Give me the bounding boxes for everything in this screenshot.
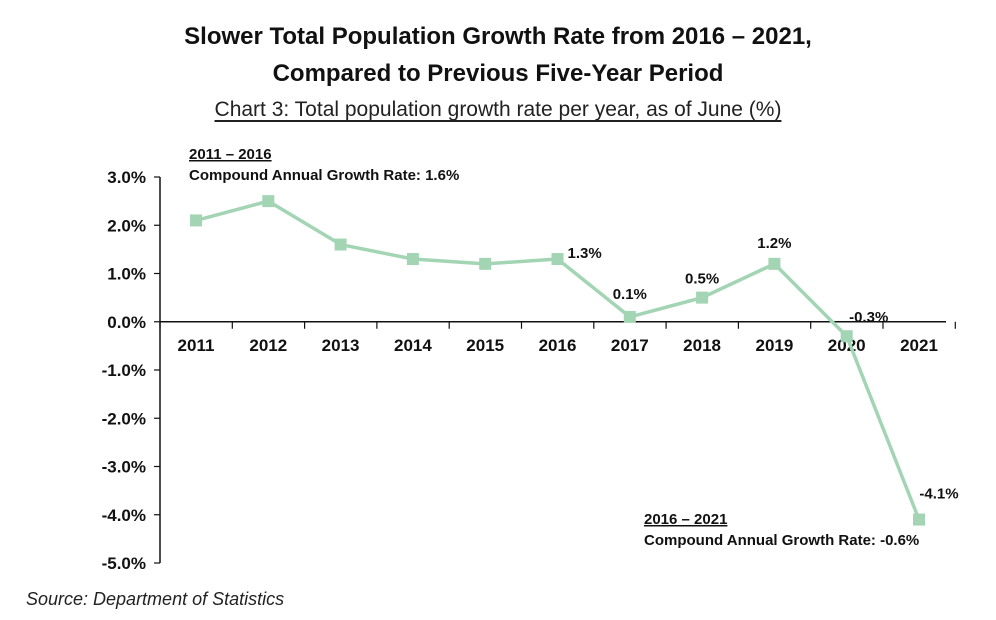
y-tick-label: -4.0%	[102, 506, 146, 525]
annotation-cagr: Compound Annual Growth Rate: 1.6%	[189, 167, 459, 184]
chart-subtitle: Chart 3: Total population growth rate pe…	[0, 98, 996, 122]
chart-axes	[159, 177, 946, 563]
y-axis-ticks: 3.0% 2.0% 1.0% 0.0% -1.0% -2.0% -3.0% -4.0% -5.0…	[102, 168, 160, 573]
data-point	[262, 195, 275, 208]
x-tick-label: 2013	[322, 336, 360, 355]
data-point	[334, 238, 347, 251]
y-tick-label: 1.0%	[107, 265, 146, 284]
chart-subtitle-text: Chart 3: Total population growth rate pe…	[214, 98, 782, 121]
data-labels: 1.3% 0.1% 0.5% 1.2% -0.3% -4.1%	[568, 235, 959, 503]
data-point	[190, 214, 202, 227]
x-tick-label: 2016	[539, 336, 577, 355]
data-label: 1.3%	[568, 245, 602, 262]
x-tick-label: 2011	[178, 336, 215, 355]
data-point	[913, 513, 925, 526]
annotation-period: 2016 – 2021	[644, 511, 727, 528]
y-tick-label: 3.0%	[107, 168, 146, 187]
x-tick-label: 2014	[394, 336, 432, 355]
data-label: -4.1%	[919, 486, 958, 503]
y-tick-label: -3.0%	[102, 458, 146, 477]
data-point	[551, 253, 564, 266]
data-label: 0.1%	[613, 286, 647, 303]
annotation-cagr: Compound Annual Growth Rate: -0.6%	[644, 532, 919, 549]
x-tick-label: 2018	[683, 336, 721, 355]
annotation-period: 2011 – 2016	[189, 146, 272, 163]
y-tick-label: -2.0%	[102, 409, 146, 428]
x-axis-ticks: 2011 2012 2013 2014 2015 2016 2017 2018 2019 2020…	[159, 321, 956, 355]
y-tick-label: 2.0%	[107, 216, 146, 235]
chart-title-line-2: Compared to Previous Five-Year Period	[272, 60, 724, 87]
series-group	[190, 195, 925, 526]
data-point	[479, 257, 492, 270]
annotations: 2011 – 2016 Compound Annual Growth Rate: …	[189, 146, 919, 549]
data-point	[406, 253, 419, 266]
data-label: -0.3%	[849, 309, 888, 326]
chart-title-line-1: Slower Total Population Growth Rate from…	[184, 23, 812, 50]
x-tick-label: 2020	[828, 336, 866, 355]
x-tick-label: 2019	[755, 336, 793, 355]
y-tick-label: 0.0%	[107, 313, 146, 332]
data-point	[768, 257, 781, 270]
source-note: Source: Department of Statistics	[26, 589, 285, 609]
data-label: 1.2%	[757, 235, 791, 252]
y-tick-label: -1.0%	[102, 361, 146, 380]
data-point	[696, 291, 709, 304]
x-tick-label: 2017	[611, 336, 649, 355]
x-tick-label: 2015	[466, 336, 504, 355]
y-tick-label: -5.0%	[102, 554, 146, 573]
data-point	[623, 310, 636, 323]
data-point	[840, 330, 853, 343]
series-line	[195, 199, 921, 521]
x-tick-label: 2012	[249, 336, 287, 355]
x-tick-label: 2021	[900, 336, 938, 355]
data-label: 0.5%	[685, 271, 719, 288]
